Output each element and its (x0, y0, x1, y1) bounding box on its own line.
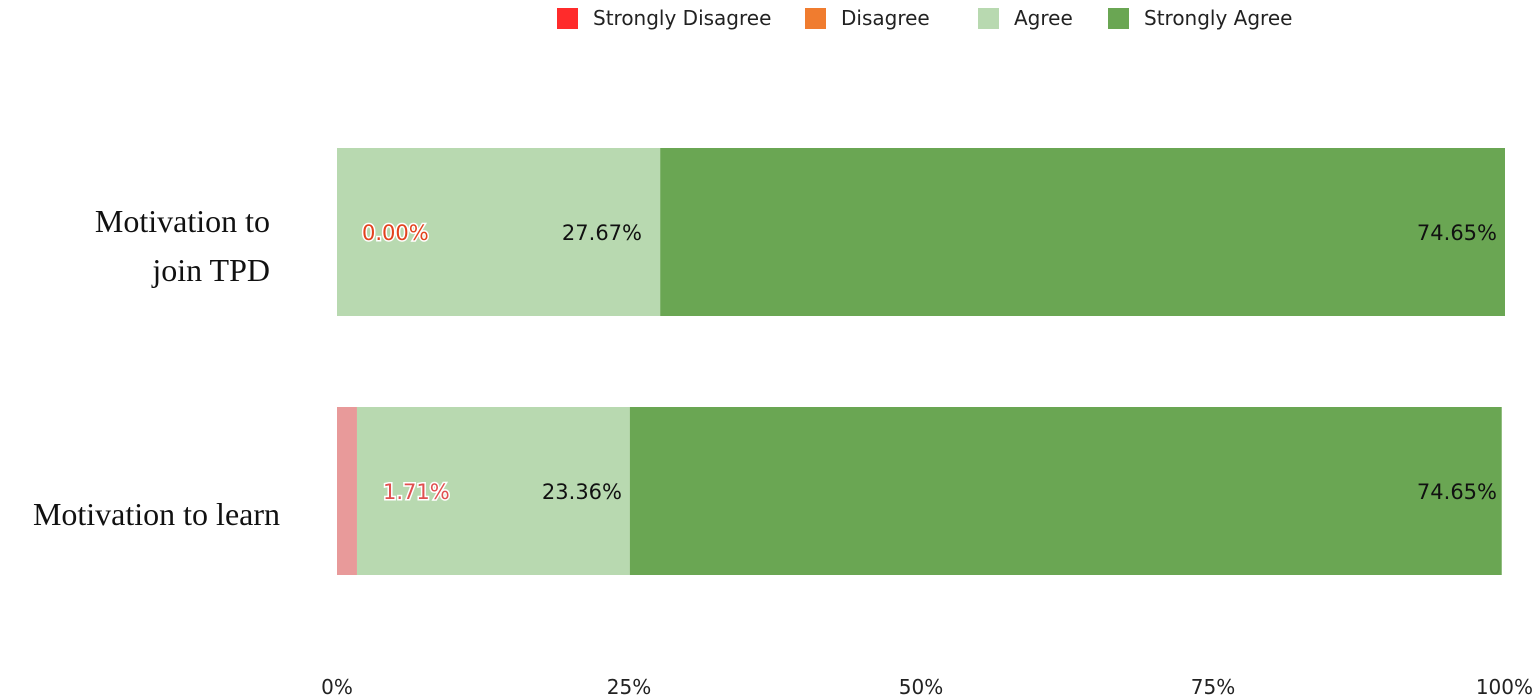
bar-motivation-to-learn-strongly-agree (629, 407, 1502, 575)
legend-swatch-disagree (805, 8, 826, 29)
bar-motivation-to-join-tpd-agree (337, 148, 661, 316)
legend-label-disagree: Disagree (841, 6, 930, 30)
data-label-motivation-to-join-tpd-agree: 27.67% (562, 221, 642, 245)
x-tick-label: 50% (899, 675, 943, 697)
category-labels: Motivation to join TPD Motivation to learn (33, 203, 280, 532)
data-labels: 0.00% 27.67% 74.65% 1.71% 23.36% 74.65% (361, 220, 1498, 506)
legend-swatch-agree (978, 8, 999, 29)
legend-swatch-strongly-disagree (557, 8, 578, 29)
x-tick-label: 75% (1191, 675, 1235, 697)
bar-motivation-to-learn-strongly-disagree (337, 407, 357, 575)
x-tick-label: 0% (321, 675, 353, 697)
category-label-motivation-to-join-tpd-line-1: Motivation to (95, 203, 270, 239)
legend-label-agree: Agree (1014, 6, 1073, 30)
x-tick-label: 100% (1476, 675, 1533, 697)
data-label-motivation-to-join-tpd-strongly-disagree: 0.00% (362, 221, 429, 245)
data-label-motivation-to-learn-strongly-agree: 74.65% (1417, 480, 1497, 504)
x-tick-label: 25% (607, 675, 651, 697)
data-label-motivation-to-join-tpd-strongly-agree: 74.65% (1417, 221, 1497, 245)
legend-label-strongly-agree: Strongly Agree (1144, 6, 1292, 30)
bar-motivation-to-learn-agree (356, 407, 630, 575)
legend-swatch-strongly-agree (1108, 8, 1129, 29)
data-label-motivation-to-learn-agree: 23.36% (542, 480, 622, 504)
legend: Strongly Disagree Disagree Agree Strongly A… (557, 6, 1292, 30)
bar-motivation-to-join-tpd-strongly-agree (660, 148, 1505, 316)
category-label-motivation-to-join-tpd-line-2: join TPD (151, 252, 270, 288)
x-axis-ticks: 0% 25% 50% 75% 100% (321, 675, 1533, 697)
category-label-motivation-to-learn: Motivation to learn (33, 496, 280, 532)
bars (337, 148, 1505, 575)
legend-label-strongly-disagree: Strongly Disagree (593, 6, 771, 30)
data-label-motivation-to-learn-strongly-disagree: 1.71% (383, 480, 450, 504)
